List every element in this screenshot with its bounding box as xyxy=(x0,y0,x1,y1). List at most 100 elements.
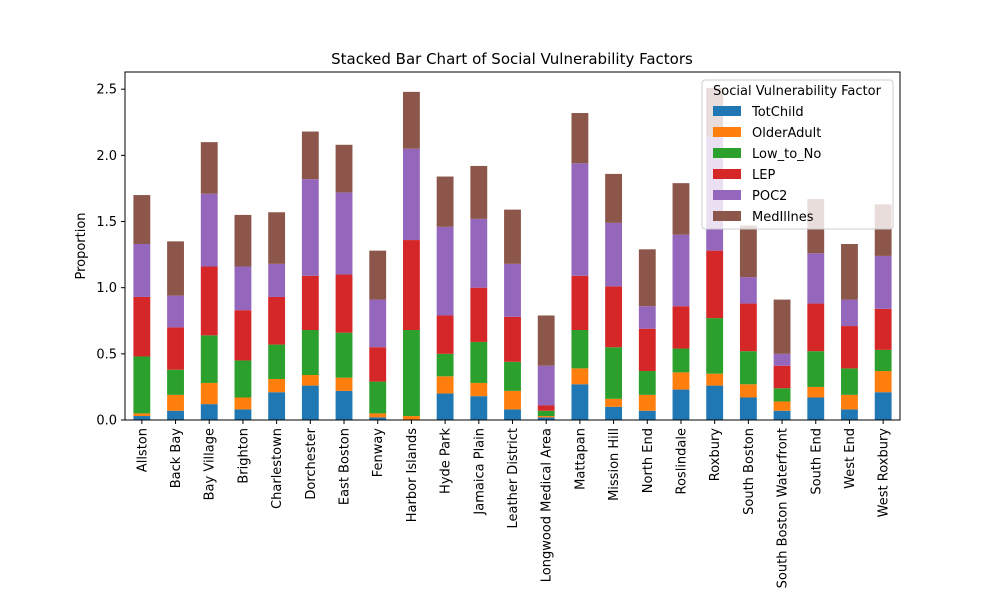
bar-lep-mattapan xyxy=(571,275,589,331)
bar-poc2-mission-hill xyxy=(605,222,623,287)
bar-lep-leather-district xyxy=(504,316,521,362)
bar-poc2-fenway xyxy=(369,299,387,348)
bar-poc2-north-end xyxy=(638,306,656,329)
bar-poc2-back-bay xyxy=(167,295,184,328)
bar-olderadult-dorchester xyxy=(301,375,319,386)
bar-totchild-bay-village xyxy=(200,404,218,420)
bar-poc2-south-end xyxy=(807,253,825,304)
bar-medillnes-jamaica-plain xyxy=(470,165,488,219)
legend-items: TotChild OlderAdult Low_to_No LEP POC2 MedIll… xyxy=(713,105,821,225)
x-tick-label: Allston xyxy=(135,428,150,472)
x-tick-label: Dorchester xyxy=(304,427,319,499)
bar-lep-west-roxbury xyxy=(874,308,892,350)
bar-medillnes-longwood-medical-area xyxy=(537,315,555,366)
bar-medillnes-hyde-park xyxy=(436,176,454,227)
bar-totchild-back-bay xyxy=(167,410,184,420)
legend-label: Low_to_No xyxy=(752,147,821,162)
bar-lep-fenway xyxy=(369,347,387,382)
bar-low-to-no-roslindale xyxy=(672,348,690,373)
bar-medillnes-south-boston xyxy=(739,225,757,278)
bar-low-to-no-south-end xyxy=(807,351,825,387)
x-tick-label: Roxbury xyxy=(708,428,723,482)
bar-olderadult-bay-village xyxy=(200,382,218,405)
legend-swatch-poc2 xyxy=(713,190,741,200)
legend-swatch-olderadult xyxy=(713,127,741,137)
bar-lep-allston xyxy=(133,296,151,357)
bar-lep-south-boston-waterfront xyxy=(773,365,791,389)
bar-poc2-allston xyxy=(133,244,151,297)
bar-olderadult-roslindale xyxy=(672,372,690,390)
legend-label: OlderAdult xyxy=(752,126,821,141)
bar-totchild-charlestown xyxy=(268,392,286,420)
bar-totchild-mission-hill xyxy=(605,406,623,420)
y-tick-label: 1.0 xyxy=(96,281,117,296)
bar-lep-bay-village xyxy=(200,266,218,336)
bar-low-to-no-west-end xyxy=(841,368,858,395)
bar-totchild-south-boston-waterfront xyxy=(773,410,791,420)
bar-olderadult-allston xyxy=(133,413,151,417)
x-tick-label: Jamaica Plain xyxy=(472,428,487,516)
bar-totchild-longwood-medical-area xyxy=(537,417,555,420)
bar-olderadult-jamaica-plain xyxy=(470,382,488,397)
bar-olderadult-roxbury xyxy=(706,373,724,386)
x-tick-label: Leather District xyxy=(506,428,521,528)
bar-medillnes-harbor-islands xyxy=(402,91,420,149)
bar-low-to-no-north-end xyxy=(638,371,656,395)
bar-lep-jamaica-plain xyxy=(470,287,488,342)
x-tick-label: South End xyxy=(809,428,824,495)
bar-lep-west-end xyxy=(841,326,858,369)
bar-low-to-no-charlestown xyxy=(268,344,286,379)
bar-lep-longwood-medical-area xyxy=(537,405,555,411)
legend-title: Social Vulnerability Factor xyxy=(713,84,882,99)
bar-totchild-south-end xyxy=(807,397,825,420)
legend-label: LEP xyxy=(752,168,775,183)
x-tick-label: West Roxbury xyxy=(877,428,892,518)
bar-medillnes-leather-district xyxy=(504,209,521,264)
x-tick-label: Longwood Medical Area xyxy=(540,428,555,582)
bar-poc2-dorchester xyxy=(301,179,319,276)
bar-medillnes-roslindale xyxy=(672,183,690,235)
bar-totchild-west-end xyxy=(841,409,858,420)
bar-medillnes-dorchester xyxy=(301,131,319,180)
bar-olderadult-south-boston xyxy=(739,384,757,398)
bar-olderadult-south-end xyxy=(807,386,825,398)
bar-lep-back-bay xyxy=(167,327,184,370)
bar-poc2-brighton xyxy=(234,266,252,311)
bar-medillnes-allston xyxy=(133,195,151,245)
bar-poc2-mattapan xyxy=(571,163,589,276)
x-tick-label: Charlestown xyxy=(270,428,285,509)
bar-totchild-dorchester xyxy=(301,385,319,420)
legend: Social Vulnerability Factor TotChild Olde… xyxy=(701,79,894,230)
bar-totchild-leather-district xyxy=(504,409,521,420)
legend-swatch-medillnes xyxy=(713,211,741,221)
bar-poc2-east-boston xyxy=(335,192,353,275)
y-tick-label: 2.0 xyxy=(96,149,117,164)
y-tick-label: 0.0 xyxy=(96,414,117,429)
bar-low-to-no-hyde-park xyxy=(436,353,454,377)
bar-lep-north-end xyxy=(638,328,656,372)
bar-olderadult-hyde-park xyxy=(436,376,454,394)
bar-lep-roslindale xyxy=(672,306,690,349)
bar-medillnes-charlestown xyxy=(268,212,286,264)
x-tick-label: West End xyxy=(843,428,858,489)
bar-olderadult-back-bay xyxy=(167,394,184,411)
bar-olderadult-harbor-islands xyxy=(402,416,420,420)
bar-low-to-no-longwood-medical-area xyxy=(537,410,555,417)
bar-low-to-no-back-bay xyxy=(167,369,184,395)
bar-low-to-no-east-boston xyxy=(335,332,353,378)
bar-lep-south-end xyxy=(807,303,825,352)
bar-totchild-west-roxbury xyxy=(874,392,892,420)
bar-totchild-south-boston xyxy=(739,397,757,420)
legend-label: TotChild xyxy=(751,105,804,120)
y-tick-label: 1.5 xyxy=(96,215,117,230)
bar-medillnes-west-end xyxy=(841,244,858,300)
bar-low-to-no-leather-district xyxy=(504,361,521,391)
bar-lep-roxbury xyxy=(706,250,724,319)
bar-low-to-no-allston xyxy=(133,356,151,414)
bar-lep-mission-hill xyxy=(605,286,623,348)
bar-poc2-leather-district xyxy=(504,263,521,317)
bar-lep-hyde-park xyxy=(436,315,454,354)
legend-swatch-totchild xyxy=(713,106,741,116)
